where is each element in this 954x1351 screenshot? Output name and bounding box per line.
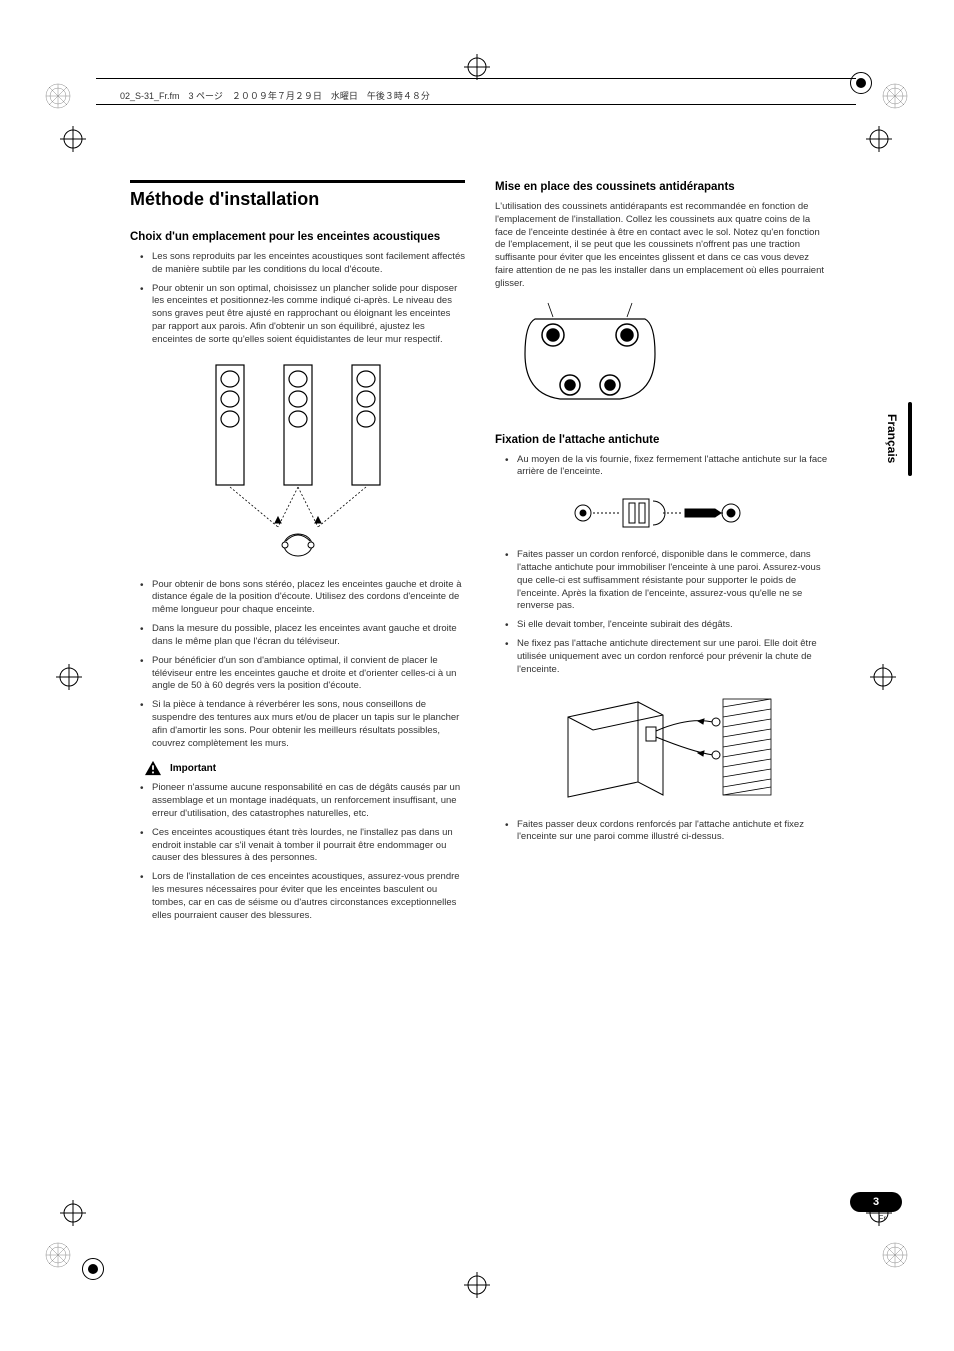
reg-cross-left: [56, 664, 82, 690]
heading-choix: Choix d'un emplacement pour les enceinte…: [130, 230, 465, 245]
page-number-pill: 3: [850, 1192, 902, 1212]
heading-methode: Méthode d'installation: [130, 189, 465, 210]
important-icon: [144, 760, 162, 776]
bullet: Lors de l'installation de ces enceintes …: [144, 871, 465, 922]
heading-coussinets: Mise en place des coussinets antidérapan…: [495, 180, 830, 195]
page-content: Méthode d'installation Choix d'un emplac…: [130, 180, 830, 933]
bullets-fixation-2: Faites passer un cordon renforcé, dispon…: [495, 549, 830, 676]
page-number-sub: Fr: [878, 1214, 886, 1223]
right-column: Mise en place des coussinets antidérapan…: [495, 180, 830, 933]
bullets-choix-2: Pour obtenir de bons sons stéréo, placez…: [130, 579, 465, 751]
bullet: Ces enceintes acoustiques étant très lou…: [144, 827, 465, 865]
bullets-important: Pioneer n'assume aucune responsabilité e…: [130, 782, 465, 922]
wall-mount-illustration: [548, 687, 778, 807]
bullet: Pioneer n'assume aucune responsabilité e…: [144, 782, 465, 820]
bullet: Faites passer un cordon renforcé, dispon…: [509, 549, 830, 613]
bullet: Faites passer deux cordons renforcés par…: [509, 819, 830, 845]
base-pads-illustration: [515, 299, 665, 419]
bullet: Pour bénéficier d'un son d'ambiance opti…: [144, 655, 465, 693]
paragraph-coussinets: L'utilisation des coussinets antidérapan…: [495, 201, 830, 291]
language-tab: Français: [882, 402, 902, 476]
bullets-fixation-1: Au moyen de la vis fournie, fixez fermem…: [495, 454, 830, 480]
bullet: Les sons reproduits par les enceintes ac…: [144, 251, 465, 277]
rosette-bl: [43, 1240, 73, 1270]
page-number: 3: [873, 1196, 879, 1208]
important-row: Important: [144, 760, 465, 776]
reg-dot-tl: [850, 72, 872, 94]
rosette-tl: [43, 81, 73, 111]
bullet: Dans la mesure du possible, placez les e…: [144, 623, 465, 649]
speakers-illustration: [178, 357, 418, 567]
reg-cross-tl2: [60, 126, 86, 152]
bullet: Au moyen de la vis fournie, fixez fermem…: [509, 454, 830, 480]
bullet: Pour obtenir un son optimal, choisissez …: [144, 283, 465, 347]
bullet: Si la pièce à tendance à réverbérer les …: [144, 699, 465, 750]
left-column: Méthode d'installation Choix d'un emplac…: [130, 180, 465, 933]
rosette-br: [880, 1240, 910, 1270]
bullet: Pour obtenir de bons sons stéréo, placez…: [144, 579, 465, 617]
meta-rule-upper: [96, 78, 856, 79]
bullets-fixation-3: Faites passer deux cordons renforcés par…: [495, 819, 830, 845]
reg-cross-right: [870, 664, 896, 690]
heading-fixation: Fixation de l'attache antichute: [495, 433, 830, 448]
language-tab-label: Français: [885, 414, 899, 463]
reg-dot-br: [82, 1258, 104, 1280]
bullets-choix-1: Les sons reproduits par les enceintes ac…: [130, 251, 465, 347]
reg-cross-bottom: [464, 1272, 490, 1298]
meta-line: 02_S-31_Fr.fm 3 ページ ２００９年７月２９日 水曜日 午後３時４…: [120, 89, 430, 102]
reg-cross-tr2: [866, 126, 892, 152]
bracket-screw-illustration: [563, 489, 763, 537]
rosette-tr: [880, 81, 910, 111]
important-label: Important: [170, 763, 216, 774]
h1-rule: [130, 180, 465, 183]
meta-rule-top: [96, 104, 856, 105]
reg-cross-bl2: [60, 1200, 86, 1226]
reg-cross-top: [464, 54, 490, 80]
bullet: Ne fixez pas l'attache antichute directe…: [509, 638, 830, 676]
bullet: Si elle devait tomber, l'enceinte subira…: [509, 619, 830, 632]
